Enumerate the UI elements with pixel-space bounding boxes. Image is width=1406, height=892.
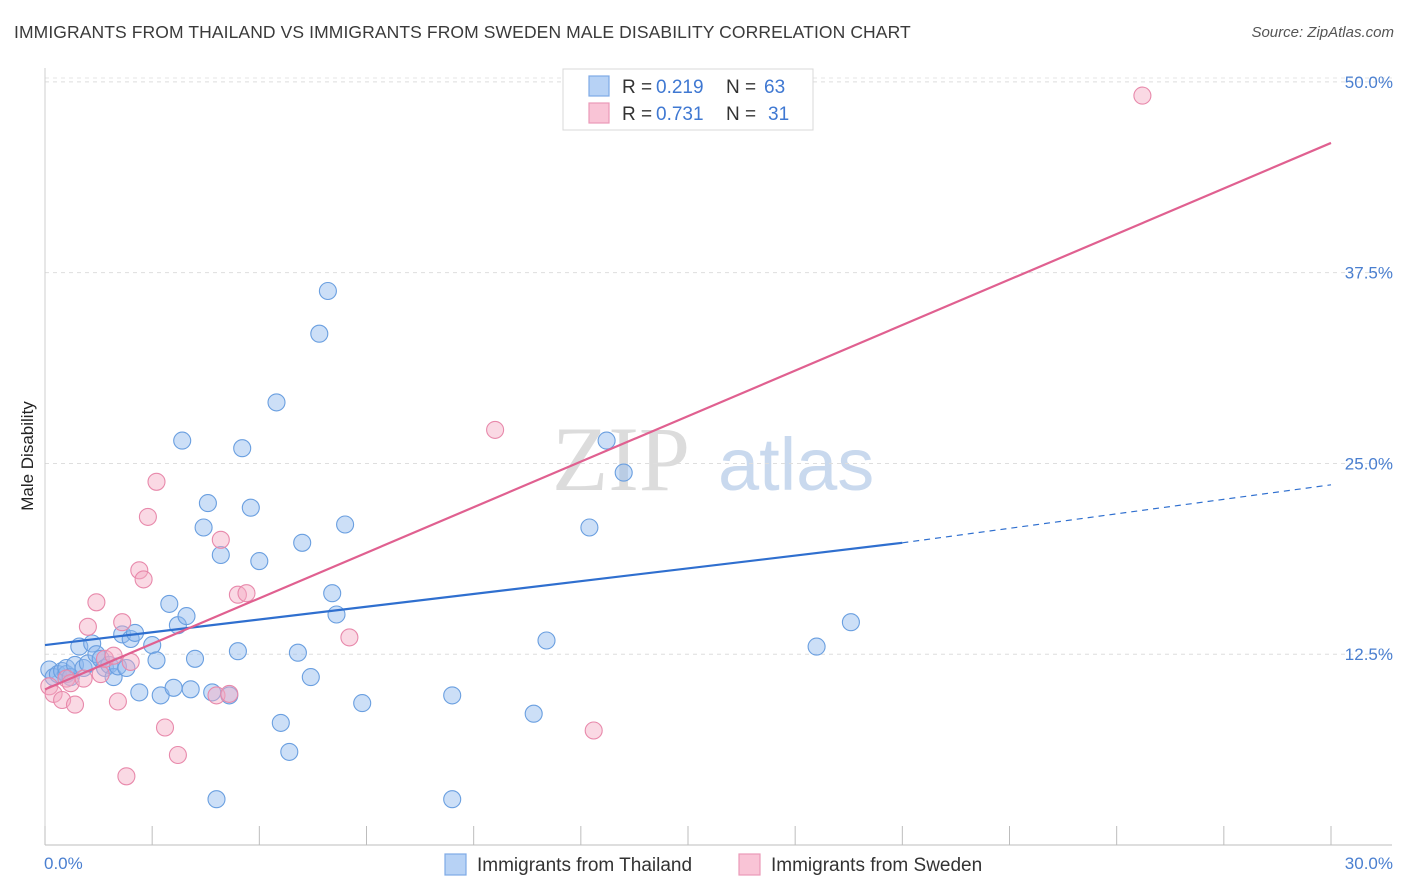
watermark-atlas: atlas bbox=[718, 423, 874, 506]
thailand-trend-line bbox=[44, 541, 903, 647]
sweden-point bbox=[78, 617, 97, 636]
thailand-point bbox=[537, 631, 556, 650]
sweden-point bbox=[113, 613, 132, 632]
legend-n-label-thailand: N = bbox=[726, 77, 756, 98]
thailand-point bbox=[614, 463, 633, 482]
data-points bbox=[40, 86, 1152, 809]
legend-r-label-thailand: R = bbox=[622, 77, 652, 98]
sweden-point bbox=[138, 507, 157, 526]
sweden-point bbox=[168, 745, 187, 765]
series-legend: Immigrants from Thailand Immigrants from… bbox=[444, 853, 982, 876]
legend-n-value-sweden: 31 bbox=[768, 104, 789, 125]
legend-n-label-sweden: N = bbox=[726, 104, 756, 125]
sweden-point bbox=[147, 472, 166, 491]
x-tick-label-max: 30.0% bbox=[1345, 854, 1393, 873]
sweden-point bbox=[584, 721, 603, 740]
thailand-point bbox=[271, 713, 290, 732]
y-tick-label: 25.0% bbox=[1345, 454, 1393, 473]
series-legend-swatch-sweden bbox=[738, 853, 761, 876]
sweden-point bbox=[155, 718, 175, 737]
x-tick-label-min: 0.0% bbox=[44, 854, 83, 873]
thailand-point bbox=[147, 651, 166, 670]
thailand-point bbox=[807, 637, 826, 656]
thailand-point bbox=[310, 324, 329, 343]
legend-n-value-thailand: 63 bbox=[764, 77, 785, 98]
source-label: Source: ZipAtlas.com bbox=[1251, 24, 1394, 41]
thailand-point bbox=[185, 649, 205, 668]
thailand-point bbox=[267, 393, 286, 412]
sweden-point bbox=[220, 684, 239, 703]
thailand-point bbox=[288, 643, 307, 662]
thailand-point bbox=[443, 686, 462, 705]
thailand-point bbox=[524, 704, 543, 723]
thailand-point bbox=[841, 613, 860, 632]
x-axis-ticks bbox=[44, 826, 1332, 845]
series-legend-label-thailand: Immigrants from Thailand bbox=[477, 855, 692, 876]
thailand-point bbox=[241, 498, 260, 517]
sweden-point bbox=[130, 561, 149, 580]
series-legend-swatch-thailand bbox=[444, 853, 467, 876]
thailand-point bbox=[173, 431, 192, 450]
sweden-trend-line bbox=[44, 141, 1332, 691]
thailand-point bbox=[143, 636, 162, 655]
thailand-point bbox=[181, 680, 200, 699]
legend-r-label-sweden: R = bbox=[622, 104, 652, 125]
thailand-point bbox=[280, 742, 299, 761]
sweden-point bbox=[117, 767, 136, 786]
sweden-point bbox=[108, 692, 127, 711]
y-tick-labels: 12.5% 25.0% 37.5% 50.0% bbox=[1345, 73, 1393, 664]
grid-lines bbox=[45, 77, 1392, 655]
legend-swatch-thailand bbox=[588, 75, 610, 97]
sweden-point bbox=[65, 695, 85, 714]
y-tick-label: 37.5% bbox=[1345, 264, 1393, 283]
thailand-point bbox=[177, 607, 196, 626]
thailand-point bbox=[250, 552, 269, 571]
thailand-point bbox=[597, 431, 616, 450]
thailand-point bbox=[336, 515, 355, 534]
thailand-point bbox=[198, 494, 217, 513]
legend-r-value-sweden: 0.731 bbox=[656, 104, 704, 125]
thailand-point bbox=[130, 683, 149, 702]
y-tick-label: 12.5% bbox=[1345, 645, 1393, 664]
thailand-point bbox=[323, 584, 342, 603]
thailand-point bbox=[443, 790, 462, 809]
thailand-point bbox=[353, 694, 372, 713]
thailand-point bbox=[194, 518, 213, 537]
series-legend-label-sweden: Immigrants from Sweden bbox=[771, 855, 982, 876]
thailand-point bbox=[293, 533, 312, 552]
legend-swatch-sweden bbox=[588, 102, 610, 124]
y-axis-label: Male Disability bbox=[18, 401, 37, 511]
thailand-point bbox=[164, 678, 183, 697]
chart-title: IMMIGRANTS FROM THAILAND VS IMMIGRANTS F… bbox=[14, 22, 911, 42]
sweden-point bbox=[1133, 86, 1152, 105]
thailand-point bbox=[580, 518, 599, 537]
sweden-point bbox=[237, 584, 256, 603]
thailand-point bbox=[211, 545, 230, 565]
thailand-point bbox=[301, 668, 320, 687]
thailand-point bbox=[228, 642, 247, 661]
legend-r-value-thailand: 0.219 bbox=[656, 77, 704, 98]
thailand-point bbox=[207, 790, 226, 809]
thailand-point bbox=[318, 281, 337, 301]
trend-lines bbox=[44, 141, 1332, 691]
sweden-point bbox=[486, 420, 505, 439]
thailand-point bbox=[233, 439, 252, 458]
sweden-point bbox=[211, 530, 230, 549]
thailand-point bbox=[160, 594, 179, 613]
sweden-point bbox=[87, 593, 106, 612]
sweden-point bbox=[340, 628, 359, 647]
y-tick-label: 50.0% bbox=[1345, 73, 1393, 92]
sweden-point bbox=[134, 570, 153, 589]
thailand-trend-extension bbox=[902, 484, 1332, 544]
stats-legend: R = 0.219 N = 63 R = 0.731 N = 31 bbox=[562, 68, 814, 131]
